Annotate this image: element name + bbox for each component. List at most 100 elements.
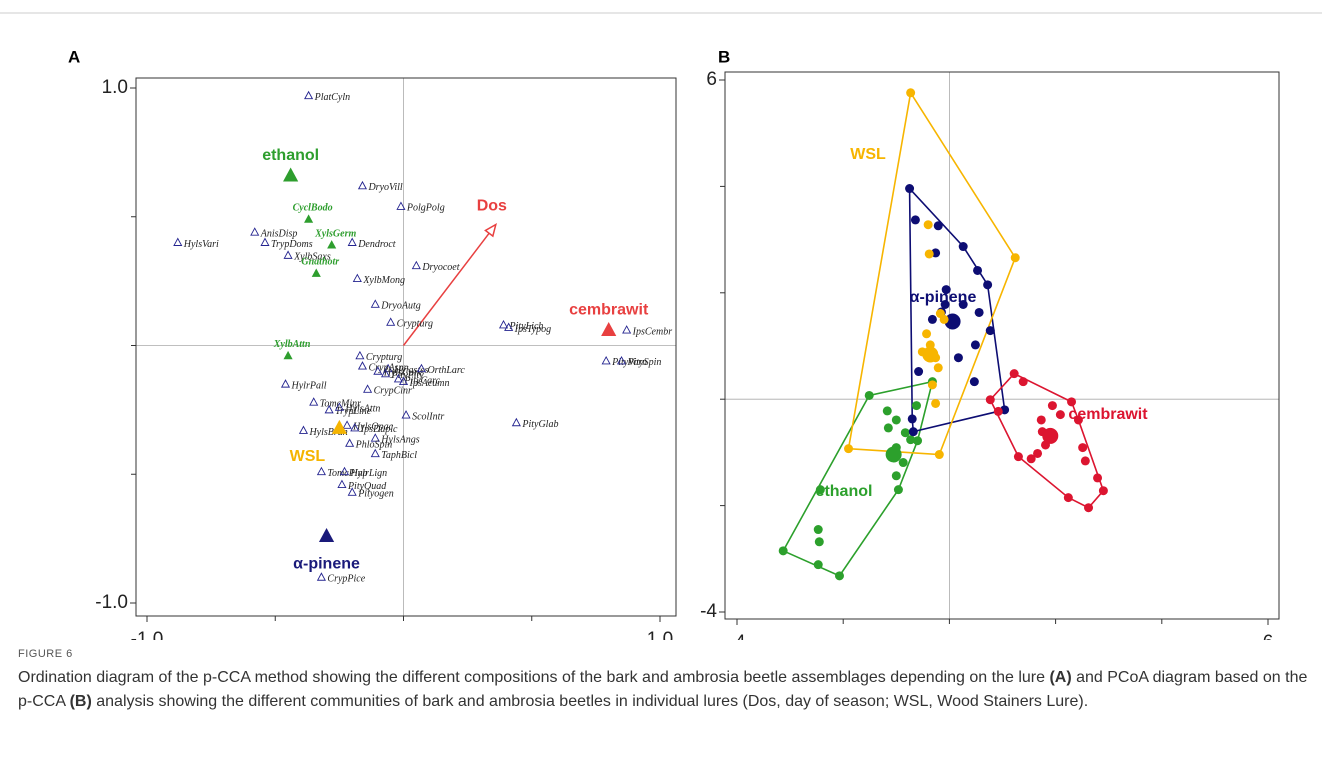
- species-label: HylsOpac: [352, 422, 394, 433]
- sample-point: [939, 314, 949, 324]
- sample-point: [933, 363, 943, 373]
- species-label: ScolIntr: [412, 411, 444, 422]
- species-label: Crypturg: [366, 352, 402, 363]
- sample-point: [1073, 415, 1083, 425]
- species-point: [339, 466, 350, 476]
- panel-letter: B: [718, 47, 730, 66]
- species-label: AnisDisp: [260, 228, 298, 239]
- species-label: PityCarc: [403, 375, 440, 386]
- species-label: PolgPolg: [406, 203, 445, 214]
- sample-point: [924, 249, 934, 259]
- species-point: [504, 322, 514, 331]
- species-label: PityGlab: [521, 419, 558, 430]
- species-point: [411, 260, 421, 270]
- sample-point: [1047, 401, 1057, 411]
- species-point: [280, 379, 291, 388]
- group-centroid: [1042, 427, 1059, 444]
- species-point: [511, 417, 521, 427]
- species-point: [304, 90, 314, 100]
- species-label: XylsGerm: [314, 228, 356, 239]
- species-label: DryoVill: [367, 182, 402, 193]
- lure-label: WSL: [290, 448, 326, 465]
- species-point: [401, 410, 411, 419]
- species-label: HylsBrun: [308, 427, 347, 438]
- sample-point: [941, 285, 951, 295]
- sample-point: [922, 329, 932, 339]
- lure-centroid: [331, 419, 347, 434]
- caption-part: and PCoA diagram based on the p-CCA: [18, 669, 1308, 710]
- species-label: CrypPice: [327, 574, 365, 585]
- sample-point: [813, 525, 823, 535]
- sample-point: [923, 220, 933, 230]
- figure-caption: Ordination diagram of the p-CCA method s…: [18, 666, 1308, 714]
- species-label: HylsAngs: [380, 434, 419, 445]
- panel-letter: A: [68, 47, 80, 66]
- arrow-head: [484, 222, 498, 238]
- species-point: [622, 325, 632, 334]
- species-label: Dendroct: [357, 239, 396, 250]
- species-label: XylbAttn: [273, 339, 311, 350]
- sample-point: [907, 414, 917, 424]
- sample-point: [815, 485, 825, 495]
- sample-point: [934, 450, 944, 460]
- points: [778, 88, 1108, 581]
- species-point: [380, 368, 391, 378]
- figure: A -1.0 1.0 -1.0 1.0 Dos PlatCyln DryoVill PolgPo…: [0, 12, 1322, 640]
- sample-point: [914, 367, 924, 377]
- species-label: IpsAcumn: [409, 378, 450, 389]
- sample-point: [911, 401, 921, 411]
- species-point: [298, 425, 309, 434]
- sample-point: [958, 242, 968, 252]
- species-point: [342, 420, 352, 429]
- species-point: [416, 363, 427, 373]
- group-label: α-pinene: [910, 289, 977, 306]
- x-tick-label: -4: [729, 632, 746, 640]
- species-label: Crypturg: [397, 319, 433, 330]
- species-point: [357, 361, 368, 370]
- sample-point: [913, 436, 923, 446]
- species-point: [283, 350, 293, 360]
- species-point: [373, 366, 383, 375]
- species-point: [316, 572, 326, 581]
- sample-point: [1063, 493, 1073, 503]
- lure-centroid: [318, 528, 335, 543]
- species-point: [357, 180, 368, 190]
- species-label: TaphBicl: [381, 450, 417, 461]
- species-label: Dryocoet: [421, 262, 459, 273]
- species-label: CrypCinr: [374, 386, 412, 397]
- species-label: PityLich: [509, 321, 544, 332]
- species-point: [370, 448, 380, 458]
- species-point: [396, 201, 406, 210]
- sample-point: [898, 458, 908, 468]
- species-point: [363, 384, 373, 393]
- caption-part: Ordination diagram of the p-CCA method s…: [18, 669, 1050, 686]
- lure-centroid: [283, 167, 299, 182]
- species-label: XylbSaxs: [293, 252, 331, 263]
- sample-point: [1010, 253, 1020, 263]
- species-label: HylrPall: [291, 380, 327, 391]
- species-label: CyclBodo: [293, 203, 333, 214]
- species-label: IpsTypog: [514, 324, 551, 335]
- species-point: [250, 227, 260, 236]
- sample-point: [1093, 473, 1103, 483]
- species-label: HylsCunc: [383, 368, 424, 379]
- species-label: HylrLign: [350, 468, 388, 479]
- lure-label: cembrawit: [569, 301, 649, 318]
- sample-point: [910, 215, 920, 225]
- sample-point: [973, 265, 983, 275]
- sample-point: [983, 280, 993, 290]
- group-centroid: [922, 346, 939, 363]
- sample-point: [927, 380, 937, 390]
- group-label: ethanol: [816, 483, 873, 500]
- sample-point: [891, 415, 901, 425]
- arrow-shaft: [402, 231, 491, 346]
- species-label: PlatCyln: [314, 92, 351, 103]
- sample-point: [778, 546, 788, 556]
- sample-point: [1036, 415, 1046, 425]
- species-point: [309, 397, 319, 406]
- species-point: [347, 487, 357, 496]
- species-point: [393, 374, 403, 383]
- species-point: [370, 299, 380, 308]
- x-tick-label: 1.0: [647, 629, 673, 640]
- species-label: HylsVari: [183, 239, 219, 250]
